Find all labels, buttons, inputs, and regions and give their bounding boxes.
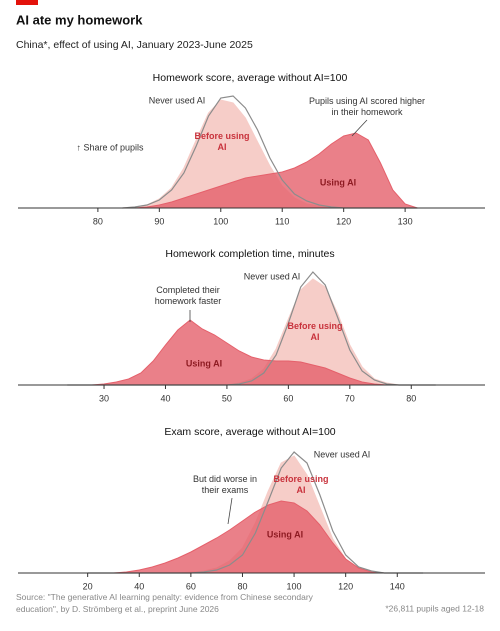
- x-tick-label: 120: [338, 581, 353, 591]
- series-label: Never used AI: [148, 95, 206, 106]
- x-tick-label: 50: [222, 393, 232, 403]
- series-label: Before using AI: [287, 321, 343, 342]
- series-label: Using AI: [266, 529, 304, 540]
- annotation: ↑ Share of pupils: [76, 142, 144, 153]
- panel-title: Homework score, average without AI=100: [153, 72, 348, 84]
- series-label: Before using AI: [273, 474, 329, 495]
- density-area: [87, 500, 424, 574]
- x-tick-label: 80: [406, 393, 416, 403]
- brand-bar: [16, 0, 38, 5]
- x-tick-label: 90: [154, 216, 164, 226]
- x-tick-label: 100: [213, 216, 228, 226]
- density-area: [67, 319, 436, 386]
- series-label: Using AI: [319, 177, 357, 188]
- title: AI ate my homework: [16, 12, 143, 27]
- density-area: [122, 132, 418, 209]
- annotation: Completed their homework faster: [154, 285, 222, 306]
- x-tick-label: 40: [134, 581, 144, 591]
- x-tick-label: 60: [186, 581, 196, 591]
- x-tick-label: 60: [283, 393, 293, 403]
- subtitle: China*, effect of using AI, January 2023…: [16, 39, 253, 51]
- x-tick-label: 140: [390, 581, 405, 591]
- series-label: Never used AI: [313, 449, 371, 460]
- x-tick-label: 40: [160, 393, 170, 403]
- series-label: Using AI: [185, 358, 223, 369]
- x-tick-label: 80: [93, 216, 103, 226]
- series-label: Before using AI: [194, 131, 250, 152]
- panel-title: Homework completion time, minutes: [165, 248, 334, 260]
- x-tick-label: 100: [287, 581, 302, 591]
- series-label: Never used AI: [243, 271, 301, 282]
- x-tick-label: 110: [275, 216, 289, 226]
- x-tick-label: 120: [336, 216, 351, 226]
- annotation: But did worse in their exams: [192, 474, 258, 495]
- x-tick-label: 70: [345, 393, 355, 403]
- source: Source: "The generative AI learning pena…: [16, 592, 313, 614]
- x-tick-label: 30: [99, 393, 109, 403]
- annotation: Pupils using AI scored higher in their h…: [308, 96, 426, 117]
- panel-title: Exam score, average without AI=100: [164, 426, 335, 438]
- x-tick-label: 80: [237, 581, 247, 591]
- footnote: *26,811 pupils aged 12-18: [385, 603, 484, 613]
- leader-line: [227, 497, 233, 525]
- x-tick-label: 20: [83, 581, 93, 591]
- x-tick-label: 130: [398, 216, 413, 226]
- leader-line: [351, 119, 368, 137]
